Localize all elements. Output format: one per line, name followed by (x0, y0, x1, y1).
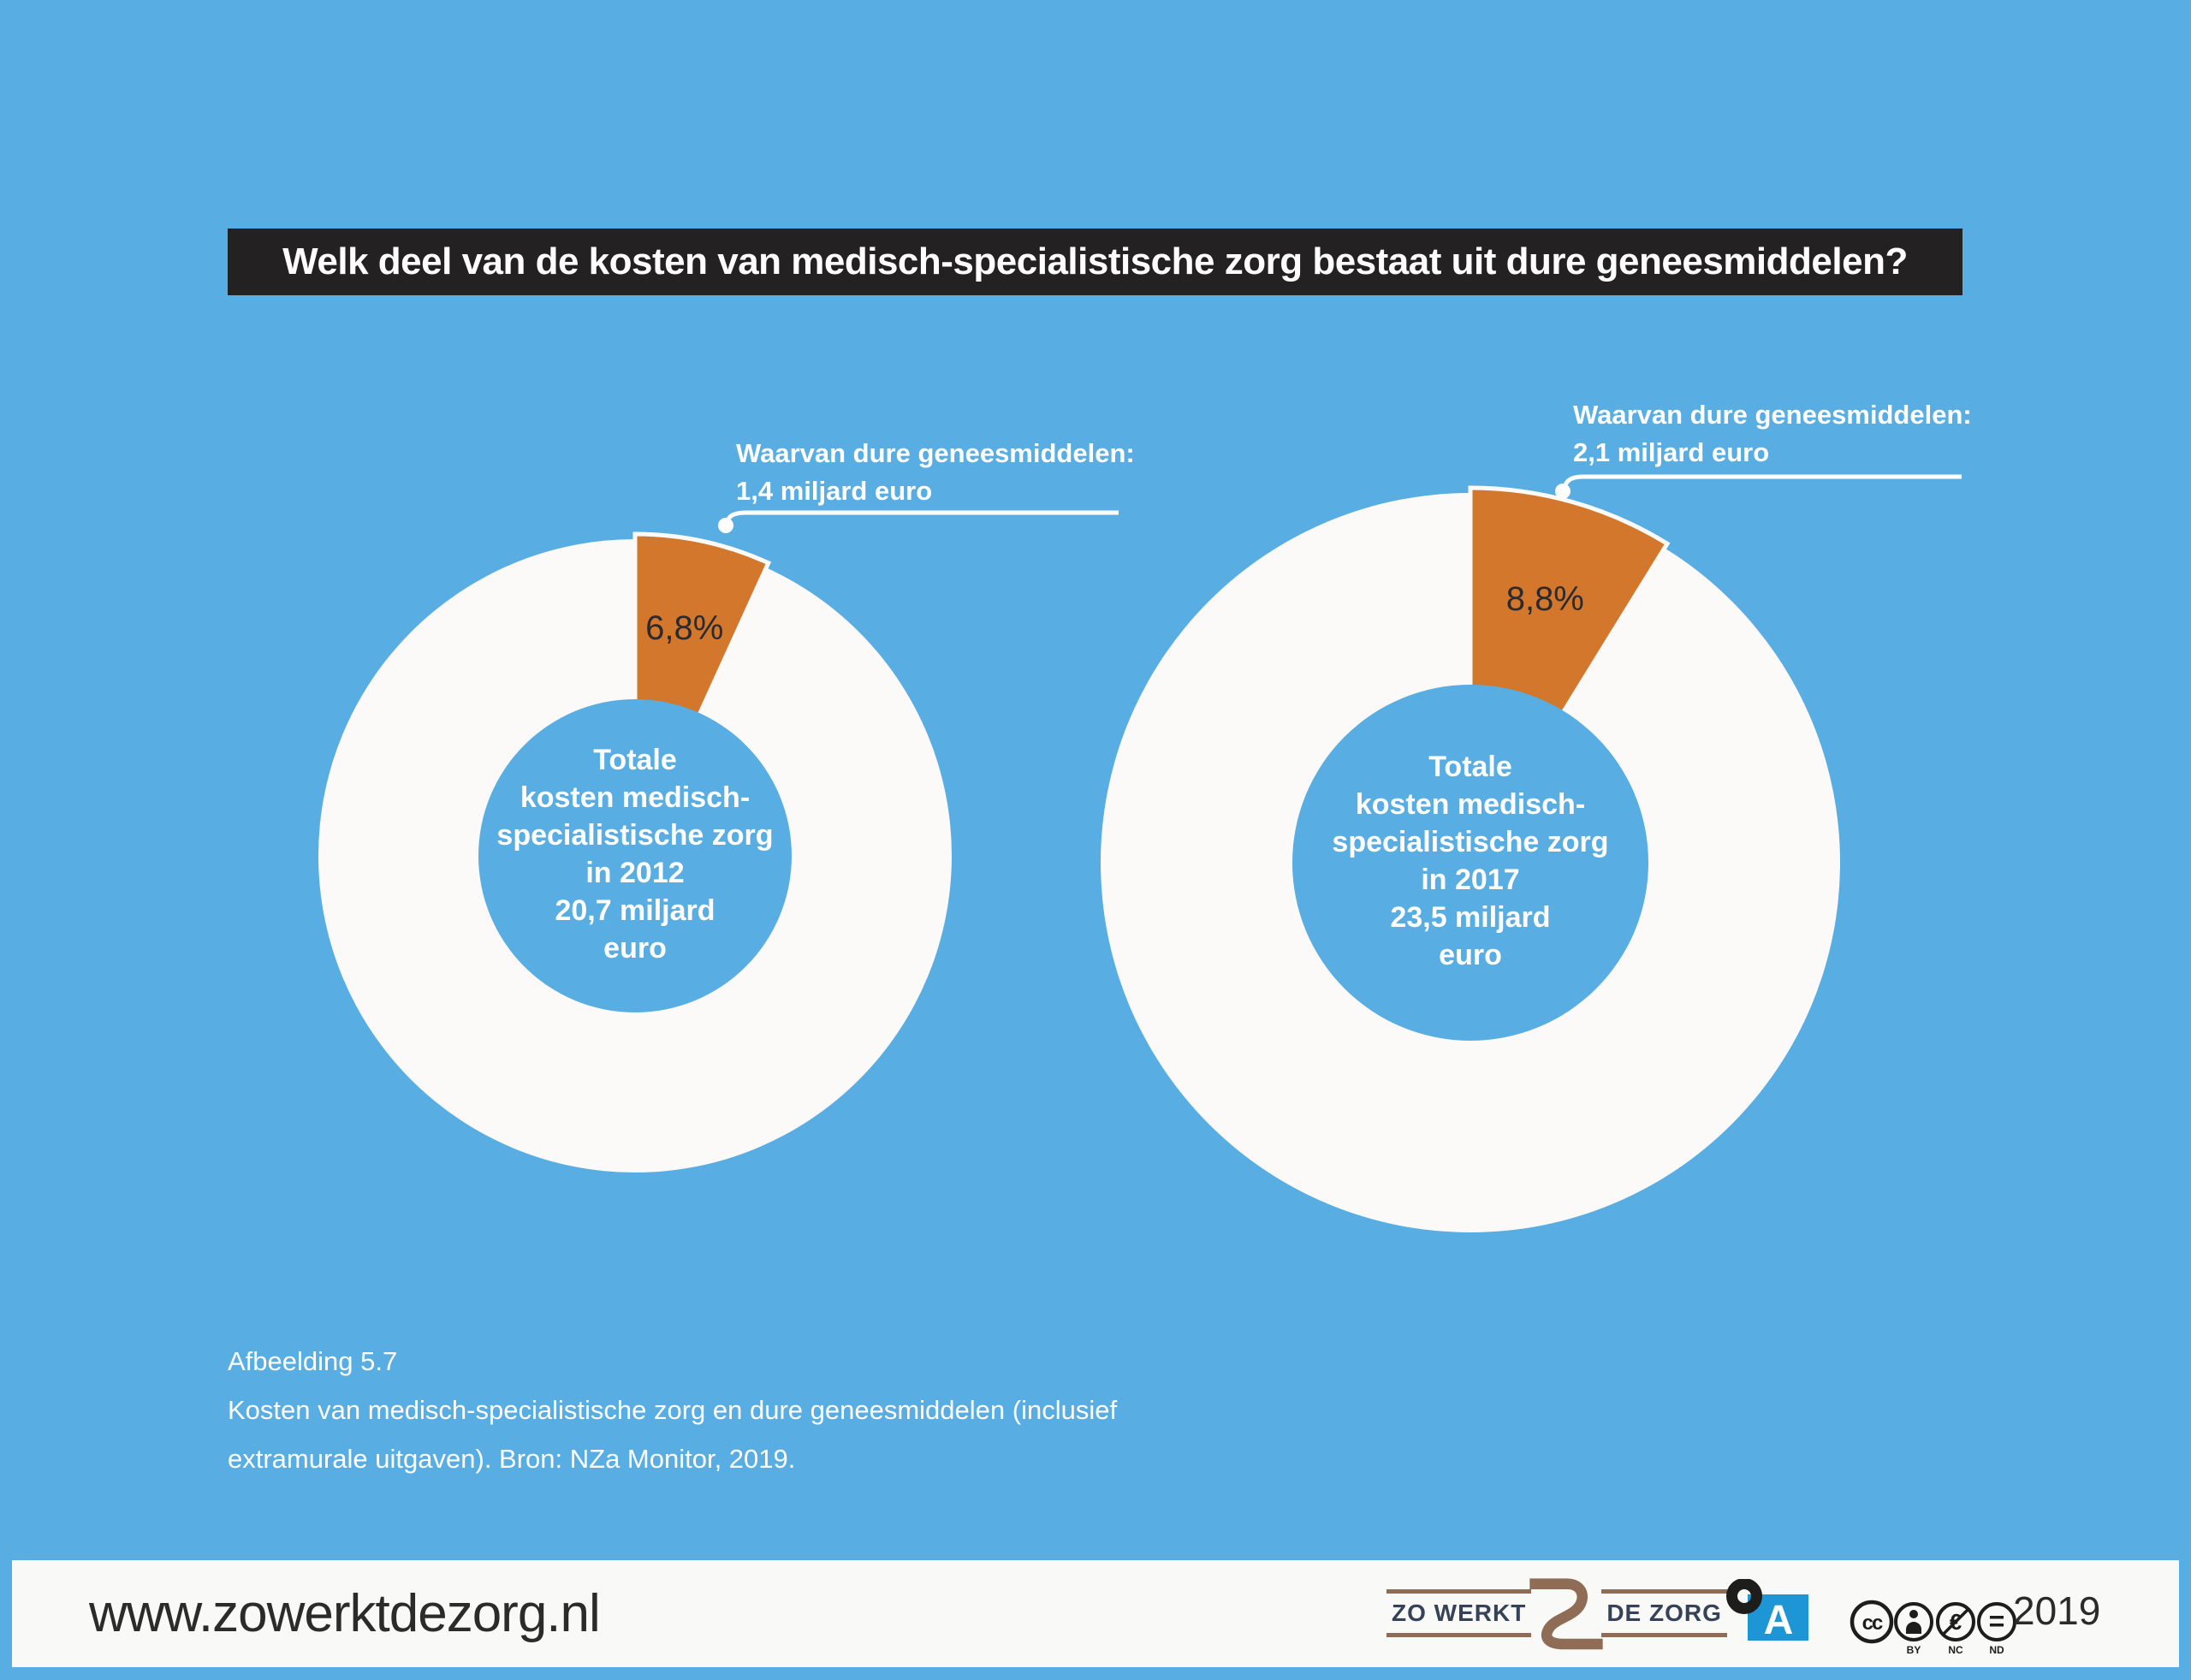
publisher-letter: A (1764, 1598, 1794, 1643)
cc-nd-icon: = ND (1977, 1602, 2016, 1656)
svg-text:cc: cc (1862, 1612, 1883, 1635)
annotation-2017: Waarvan dure geneesmiddelen: 2,1 miljard… (1573, 396, 1972, 472)
figure-caption: Afbeelding 5.7 Kosten van medisch-specia… (228, 1337, 1117, 1483)
by-label: BY (1907, 1644, 1921, 1656)
center-line: in 2012 (585, 857, 685, 889)
zo-werkt-de-zorg-logo: ZO WERKT DE ZORG (1386, 1570, 1727, 1656)
annotation-2012: Waarvan dure geneesmiddelen: 1,4 miljard… (736, 435, 1135, 510)
cc-icon: cc (1850, 1600, 1894, 1644)
svg-text:=: = (1989, 1606, 2005, 1636)
annotation-leader-right (1555, 474, 1962, 499)
caption-line: Afbeelding 5.7 (228, 1346, 398, 1376)
center-line: Totale (1428, 751, 1512, 783)
logo-left-text: ZO WERKT (1386, 1589, 1532, 1637)
slice-percentage-label: 6,8% (645, 609, 723, 647)
center-line: 20,7 miljard (555, 894, 715, 927)
caption-line: Kosten van medisch-specialistische zorg … (228, 1395, 1118, 1425)
center-line: in 2017 (1421, 864, 1520, 896)
center-line: kosten medisch- (520, 781, 751, 814)
center-line: specialistische zorg (496, 819, 774, 852)
center-line: specialistische zorg (1332, 826, 1609, 858)
annotation-line: Waarvan dure geneesmiddelen: (736, 438, 1135, 468)
donut-center-label-2017: Totale kosten medisch- specialistische z… (1274, 748, 1667, 974)
nc-label: NC (1948, 1644, 1963, 1656)
creative-commons-license-icons: cc BY € NC = ND (1850, 1600, 2016, 1656)
center-line: kosten medisch- (1355, 788, 1586, 821)
center-line: Totale (593, 744, 677, 776)
annotation-leader-left (718, 510, 1119, 533)
annotation-line: 1,4 miljard euro (736, 476, 933, 506)
donut-center-label-2012: Totale kosten medisch- specialistische z… (438, 741, 832, 967)
title-bar: Welk deel van de kosten van medisch-spec… (228, 229, 1962, 295)
page-title: Welk deel van de kosten van medisch-spec… (282, 240, 1908, 282)
cc-by-icon: BY (1894, 1602, 1933, 1656)
website-url: www.zowerktdezorg.nl (89, 1584, 601, 1643)
center-line: euro (603, 932, 667, 965)
leader-dot (718, 518, 733, 533)
publisher-mark-icon: A (1726, 1579, 1808, 1643)
annotation-line: 2,1 miljard euro (1573, 437, 1770, 467)
year-label: 2019 (2013, 1588, 2101, 1633)
logo-2-glyph-icon (1529, 1578, 1603, 1650)
nd-label: ND (1989, 1644, 2004, 1656)
annotation-line: Waarvan dure geneesmiddelen: (1573, 400, 1972, 430)
leader-dot (1555, 484, 1571, 499)
center-line: euro (1439, 939, 1502, 971)
center-line: 23,5 miljard (1390, 901, 1551, 934)
logo-right-text: DE ZORG (1601, 1589, 1727, 1637)
footer-bar: www.zowerktdezorg.nl ZO WERKT DE ZORG A … (12, 1560, 2179, 1667)
caption-line: extramurale uitgaven). Bron: NZa Monitor… (228, 1444, 796, 1474)
slice-percentage-label: 8,8% (1506, 580, 1584, 618)
cc-nc-icon: € NC (1936, 1602, 1975, 1656)
publisher-ring-icon (1726, 1579, 1762, 1614)
